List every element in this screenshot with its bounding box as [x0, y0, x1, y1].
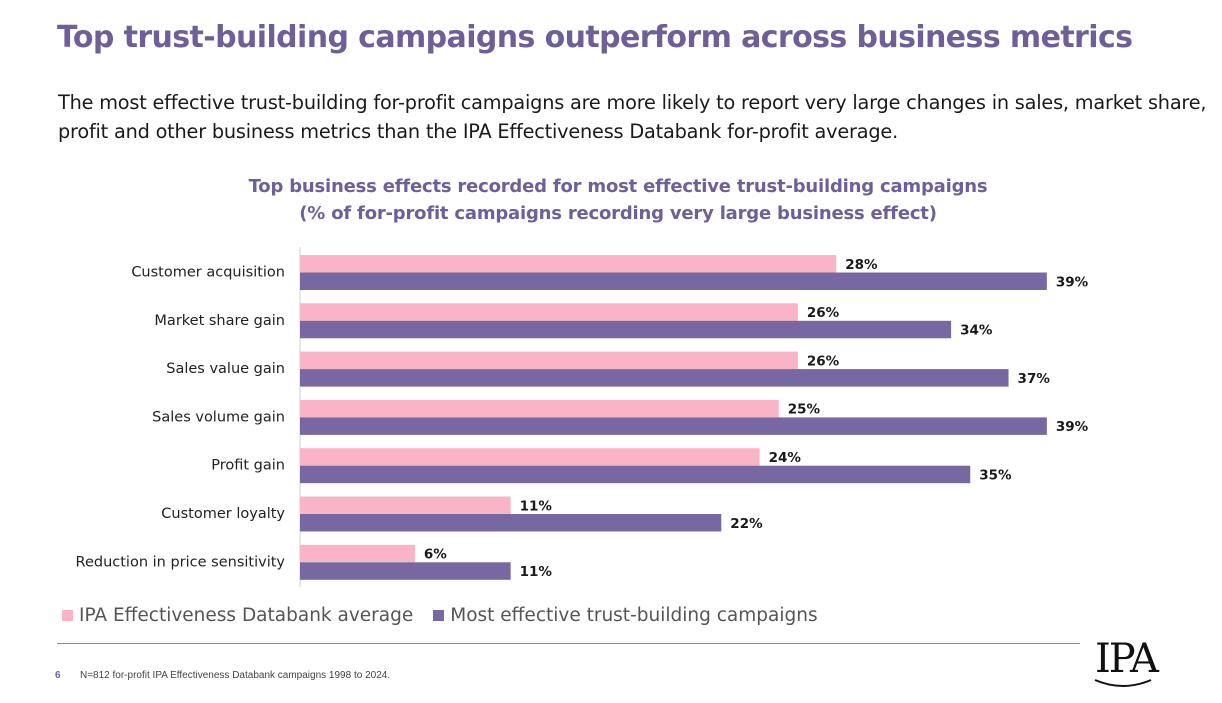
- footnote: N=812 for-profit IPA Effectiveness Datab…: [80, 670, 391, 681]
- category-label: Market share gain: [154, 313, 285, 329]
- data-label: 11%: [520, 498, 553, 514]
- chart-legend: IPA Effectiveness Databank average Most …: [62, 605, 838, 626]
- bar-databank-average: [300, 399, 779, 418]
- svg-text:IPA: IPA: [1095, 636, 1160, 682]
- data-label: 24%: [769, 450, 802, 466]
- data-label: 34%: [960, 323, 993, 339]
- footer-divider: [57, 643, 1080, 644]
- legend-label-databank-average: IPA Effectiveness Databank average: [79, 605, 414, 626]
- data-label: 35%: [979, 467, 1012, 483]
- category-label: Sales volume gain: [152, 409, 285, 425]
- page-number: 6: [55, 670, 61, 681]
- bar-chart: Customer acquisition 28% 39% Market share g…: [76, 247, 1089, 587]
- data-label: 26%: [807, 353, 840, 369]
- category-label: Reduction in price sensitivity: [76, 554, 286, 570]
- bar-databank-average: [300, 255, 837, 273]
- data-label: 6%: [424, 547, 447, 563]
- page-title: Top trust-building campaigns outperform …: [57, 20, 1133, 55]
- legend-label-trust-building: Most effective trust-building campaigns: [450, 605, 818, 626]
- data-label: 39%: [1056, 274, 1089, 290]
- chart-subtitle: (% of for-profit campaigns recording ver…: [299, 203, 937, 224]
- bar-databank-average: [300, 544, 415, 563]
- chart-title: Top business effects recorded for most e…: [248, 176, 988, 197]
- bar-databank-average: [300, 351, 798, 370]
- bar-trust-building: [300, 369, 1009, 387]
- bar-trust-building: [300, 562, 511, 580]
- bar-databank-average: [300, 496, 511, 514]
- ipa-logo: IPA: [1094, 636, 1162, 687]
- bar-trust-building: [300, 320, 952, 339]
- legend-swatch-databank-average: [62, 610, 73, 621]
- data-label: 28%: [845, 257, 878, 273]
- bar-databank-average: [300, 448, 760, 466]
- bar-trust-building: [300, 465, 971, 484]
- data-label: 22%: [730, 516, 763, 532]
- data-label: 25%: [788, 402, 821, 418]
- category-label: Profit gain: [211, 458, 285, 474]
- bar-databank-average: [300, 303, 798, 321]
- page-subtitle: The most effective trust-building for-pr…: [58, 91, 1207, 143]
- data-label: 26%: [807, 305, 840, 321]
- legend-item-trust-building: Most effective trust-building campaigns: [433, 605, 818, 626]
- data-label: 39%: [1056, 419, 1089, 435]
- category-label: Sales value gain: [166, 361, 285, 377]
- bar-trust-building: [300, 514, 722, 532]
- bar-trust-building: [300, 272, 1047, 290]
- data-label: 37%: [1018, 371, 1051, 387]
- bar-trust-building: [300, 417, 1047, 435]
- category-label: Customer acquisition: [131, 265, 285, 281]
- legend-item-databank-average: IPA Effectiveness Databank average: [62, 605, 413, 626]
- data-label: 11%: [520, 564, 553, 580]
- category-label: Customer loyalty: [161, 506, 285, 522]
- legend-swatch-trust-building: [433, 610, 445, 621]
